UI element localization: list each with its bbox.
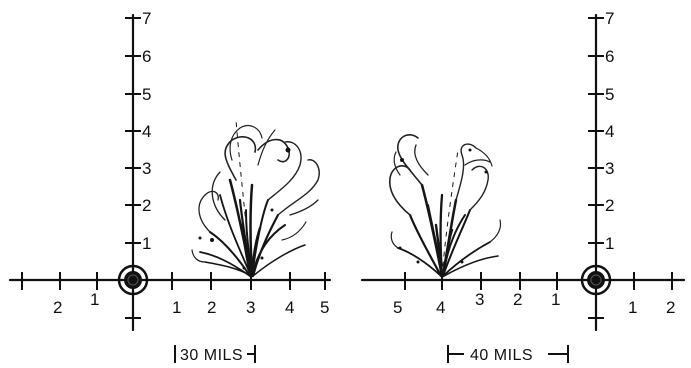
left-y-tick-labels: 1 2 3 4 5 6 7: [142, 9, 151, 253]
right-y-tick-labels: 1 2 3 4 5 6 7: [605, 9, 614, 253]
left-y-label-2: 2: [142, 196, 151, 215]
left-x-label-4: 4: [285, 298, 294, 317]
left-dispersion-pattern: [191, 119, 320, 278]
right-y-label-5: 5: [605, 85, 614, 104]
left-x-tick-labels: 2 1 1 2 3 4 5: [53, 290, 329, 317]
right-dispersion-pattern: [388, 134, 502, 278]
left-y-label-6: 6: [142, 47, 151, 66]
left-x-label-5: 5: [320, 298, 329, 317]
left-x-label-2: 2: [207, 298, 216, 317]
right-x-label-1: 1: [551, 290, 560, 309]
left-y-label-4: 4: [142, 122, 151, 141]
left-caption-text: 30 MILS: [180, 347, 243, 364]
right-y-label-3: 3: [605, 159, 614, 178]
left-x-label-1: 1: [172, 298, 181, 317]
right-caption-text: 40 MILS: [470, 347, 533, 364]
right-y-ticks: [588, 17, 604, 319]
left-y-label-5: 5: [142, 85, 151, 104]
right-x-label-2: 2: [513, 290, 522, 309]
right-x-label-pos-1: 1: [628, 298, 637, 317]
right-y-label-2: 2: [605, 196, 614, 215]
left-y-label-7: 7: [142, 9, 151, 28]
left-x-label-neg-2: 2: [53, 298, 62, 317]
left-x-ticks: [21, 272, 326, 290]
left-y-ticks: [125, 17, 141, 319]
left-x-label-3: 3: [246, 298, 255, 317]
right-x-label-3: 3: [475, 290, 484, 309]
right-x-label-4: 4: [436, 298, 445, 317]
right-y-label-1: 1: [605, 234, 614, 253]
left-caption: 30 MILS: [174, 345, 256, 364]
right-x-label-5: 5: [393, 298, 402, 317]
right-x-tick-labels: 5 4 3 2 1 1 2: [393, 290, 675, 317]
left-y-label-1: 1: [142, 234, 151, 253]
left-x-label-neg-1: 1: [90, 290, 99, 309]
left-aim-point: [117, 264, 149, 296]
right-y-label-6: 6: [605, 47, 614, 66]
right-y-label-4: 4: [605, 122, 614, 141]
left-panel: 1 2 3 4 5 6 7 2 1 1 2 3 4 5: [8, 9, 332, 364]
right-y-label-7: 7: [605, 9, 614, 28]
right-caption: 40 MILS: [447, 345, 569, 364]
right-panel: 1 2 3 4 5 6 7 5 4 3 2 1 1 2: [360, 9, 686, 364]
left-y-label-3: 3: [142, 159, 151, 178]
right-aim-point: [580, 264, 612, 296]
right-x-label-pos-2: 2: [666, 298, 675, 317]
